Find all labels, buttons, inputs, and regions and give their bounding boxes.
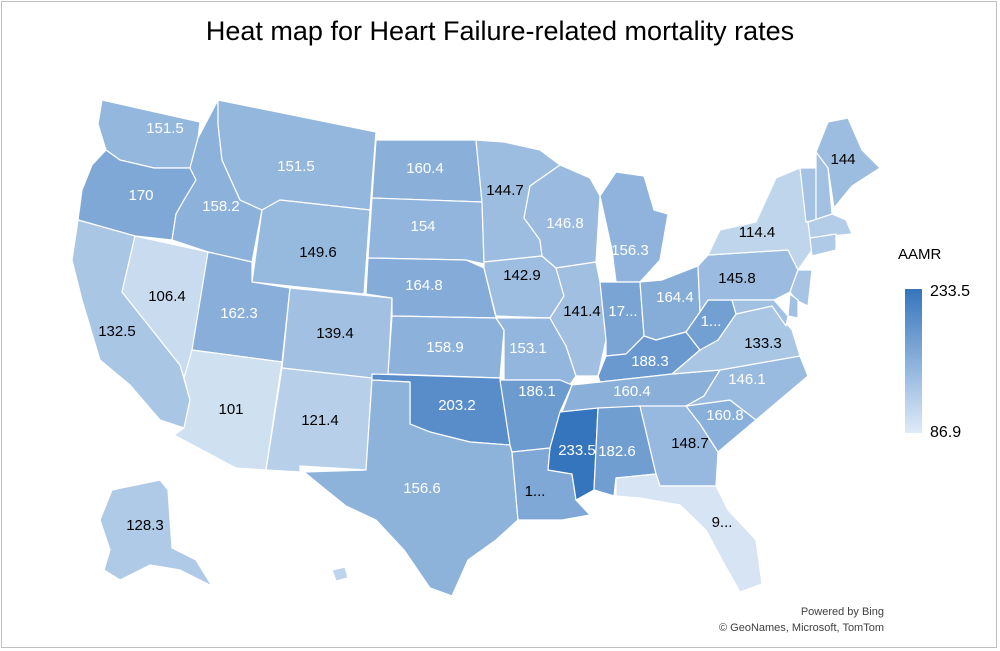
state-fl[interactable] <box>615 473 763 593</box>
state-label-wv: 1... <box>701 313 722 330</box>
state-label-wy: 149.6 <box>299 244 337 261</box>
state-label-ca: 132.5 <box>98 323 136 340</box>
state-label-ia: 142.9 <box>503 267 541 284</box>
state-label-ga: 148.7 <box>671 435 709 452</box>
state-label-ne: 164.8 <box>405 277 443 294</box>
state-label-la: 1... <box>525 483 546 500</box>
state-label-nv: 106.4 <box>148 288 186 305</box>
credit-attribution: © GeoNames, Microsoft, TomTom <box>719 622 884 634</box>
state-label-mn: 144.7 <box>486 182 524 199</box>
legend-min-value: 86.9 <box>930 424 962 441</box>
state-label-mo: 153.1 <box>509 340 547 357</box>
legend-color-scale <box>905 289 922 433</box>
state-az[interactable] <box>173 349 283 471</box>
state-md[interactable] <box>731 299 789 327</box>
state-il[interactable] <box>549 261 607 377</box>
state-label-oh: 164.4 <box>656 289 694 306</box>
state-nj[interactable] <box>789 269 813 307</box>
state-wy[interactable] <box>251 199 371 295</box>
state-tx[interactable] <box>303 379 519 597</box>
state-de[interactable] <box>787 293 799 319</box>
state-label-ks: 158.9 <box>426 339 464 356</box>
state-label-mt: 151.5 <box>277 158 315 175</box>
state-ma[interactable] <box>807 213 853 239</box>
state-label-co: 139.4 <box>316 325 354 342</box>
credit-powered-by: Powered by Bing <box>800 606 884 618</box>
state-label-va: 133.3 <box>744 335 782 352</box>
state-label-nd: 160.4 <box>406 160 444 177</box>
state-mi[interactable] <box>599 171 669 283</box>
state-label-ny: 114.4 <box>739 224 775 241</box>
state-label-ak: 128.3 <box>126 517 164 534</box>
state-label-id: 158.2 <box>202 198 240 215</box>
state-label-or: 170 <box>128 187 153 204</box>
state-label-me: 144 <box>830 151 855 168</box>
state-label-tn: 160.4 <box>613 383 651 400</box>
state-ak[interactable] <box>99 479 213 587</box>
state-hi[interactable] <box>331 566 349 582</box>
state-mt[interactable] <box>217 99 377 211</box>
state-label-tx: 156.6 <box>403 480 441 497</box>
state-label-pa: 145.8 <box>718 270 756 287</box>
state-label-az: 101 <box>218 401 243 418</box>
state-label-fl: 9... <box>712 514 733 531</box>
state-label-ky: 188.3 <box>631 353 669 370</box>
state-label-sc: 160.8 <box>706 407 744 424</box>
map-title: Heat map for Heart Failure-related morta… <box>205 16 795 46</box>
state-label-nm: 121.4 <box>301 412 339 429</box>
state-label-il: 141.4 <box>563 303 601 320</box>
state-label-sd: 154 <box>410 218 435 235</box>
state-sd[interactable] <box>367 197 485 265</box>
state-label-ut: 162.3 <box>220 305 258 322</box>
state-label-mi: 156.3 <box>611 242 649 259</box>
state-ct[interactable] <box>809 233 837 257</box>
legend-title: AAMR <box>898 246 942 263</box>
state-label-ms: 233.5 <box>558 442 596 459</box>
state-label-ar: 186.1 <box>518 383 556 400</box>
state-label-wi: 146.8 <box>546 215 584 232</box>
state-label-wa: 151.5 <box>146 120 184 137</box>
state-label-nc: 146.1 <box>728 371 766 388</box>
state-me[interactable] <box>815 117 881 209</box>
state-label-in: 17... <box>608 303 637 320</box>
state-label-ok: 203.2 <box>438 397 476 414</box>
legend-max-value: 233.5 <box>930 283 971 300</box>
state-ks[interactable] <box>387 315 505 379</box>
state-label-al: 182.6 <box>598 443 636 460</box>
